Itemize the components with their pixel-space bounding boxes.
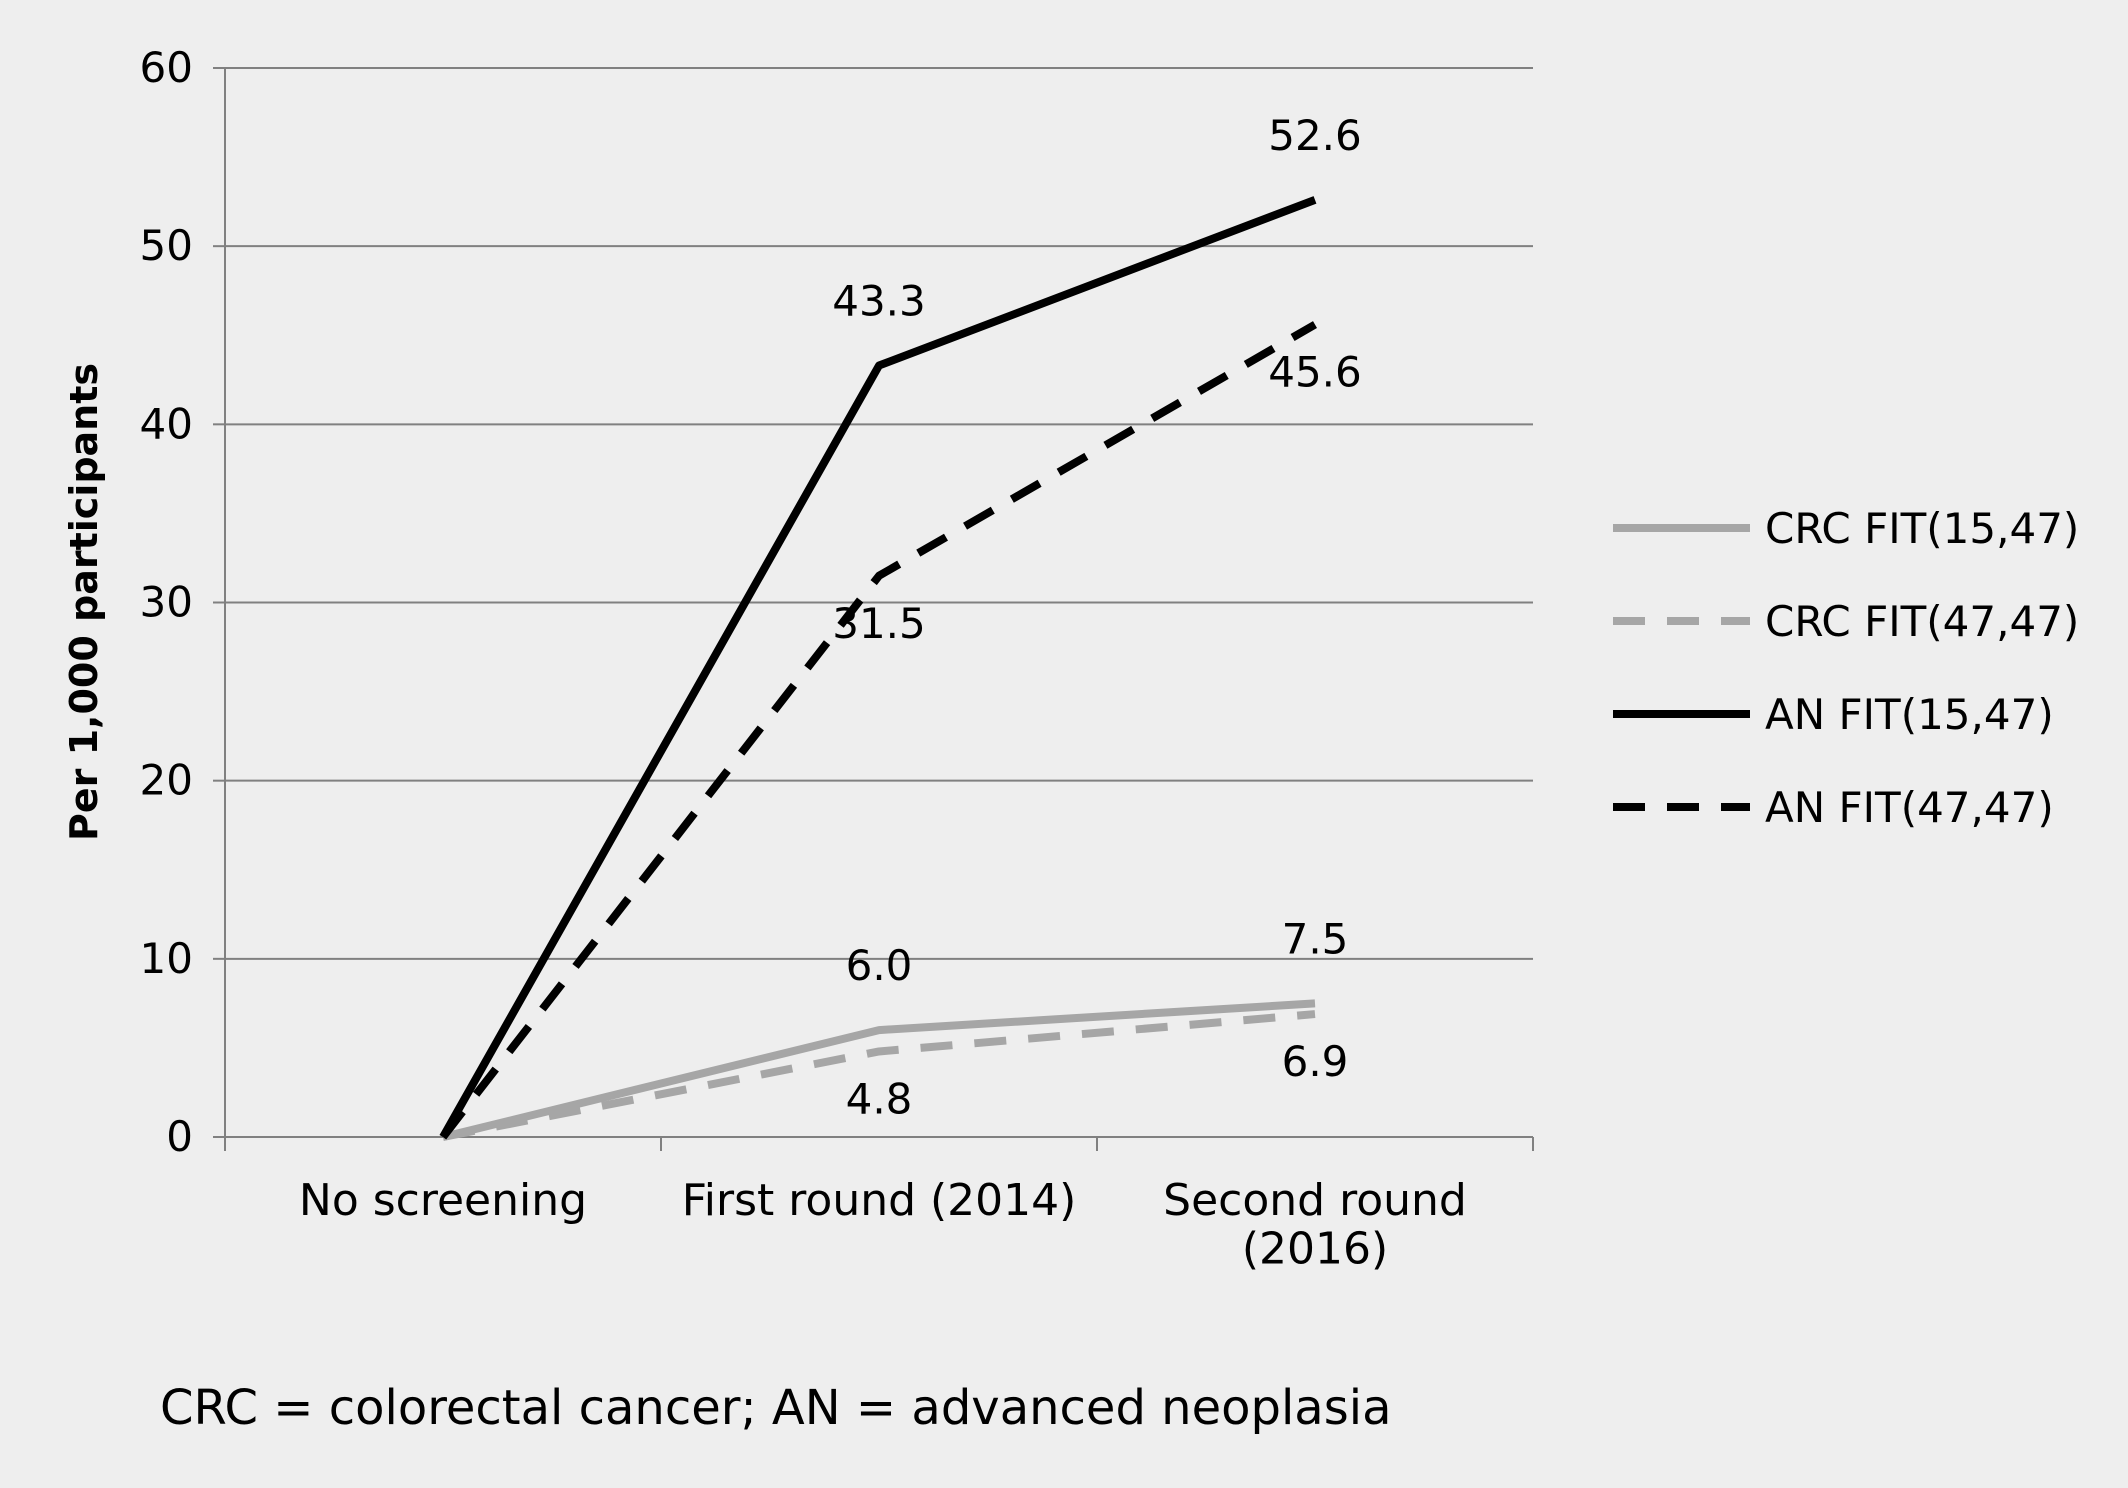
data-label: 4.8 (846, 1074, 913, 1123)
y-tick-label: 10 (140, 934, 193, 983)
y-tick-label: 20 (140, 756, 193, 805)
data-label: 52.6 (1268, 111, 1362, 160)
y-tick-label: 0 (166, 1112, 193, 1161)
series-lines (439, 196, 1317, 1141)
series-line-2 (439, 196, 1317, 1139)
data-label: 7.5 (1282, 914, 1349, 963)
x-tick-label: First round (2014) (682, 1175, 1077, 1226)
y-tick-label: 50 (140, 221, 193, 270)
data-label: 45.6 (1268, 348, 1362, 397)
series-line-0 (442, 999, 1316, 1141)
y-tick-label: 40 (140, 399, 193, 448)
y-tick-label: 30 (140, 578, 193, 627)
series-line-3 (439, 321, 1317, 1140)
legend-label: CRC FIT(15,47) (1765, 504, 2079, 553)
legend: CRC FIT(15,47) CRC FIT(47,47) AN FIT(15,47… (1613, 504, 2079, 832)
data-label: 31.5 (832, 599, 926, 648)
data-labels: 6.0 7.5 4.8 6.9 43.3 52.6 31.5 45.6 (832, 111, 1362, 1124)
series-line-1 (442, 1010, 1316, 1141)
legend-label: AN FIT(15,47) (1765, 690, 2054, 739)
data-label: 6.9 (1282, 1037, 1349, 1086)
y-tick-label: 60 (140, 43, 193, 92)
gridlines (225, 67, 1533, 960)
data-label: 43.3 (832, 277, 926, 326)
y-axis-label: Per 1,000 participants (62, 363, 106, 841)
legend-label: CRC FIT(47,47) (1765, 597, 2079, 646)
legend-label: AN FIT(47,47) (1765, 783, 2054, 832)
x-tick-label: No screening (299, 1175, 587, 1226)
footnote: CRC = colorectal cancer; AN = advanced n… (160, 1380, 1391, 1436)
data-label: 6.0 (846, 941, 913, 990)
x-tick-label: Second round (2016) (1163, 1175, 1467, 1274)
axes: 0 10 20 30 40 50 60 No screening First round (20… (140, 43, 1534, 1274)
